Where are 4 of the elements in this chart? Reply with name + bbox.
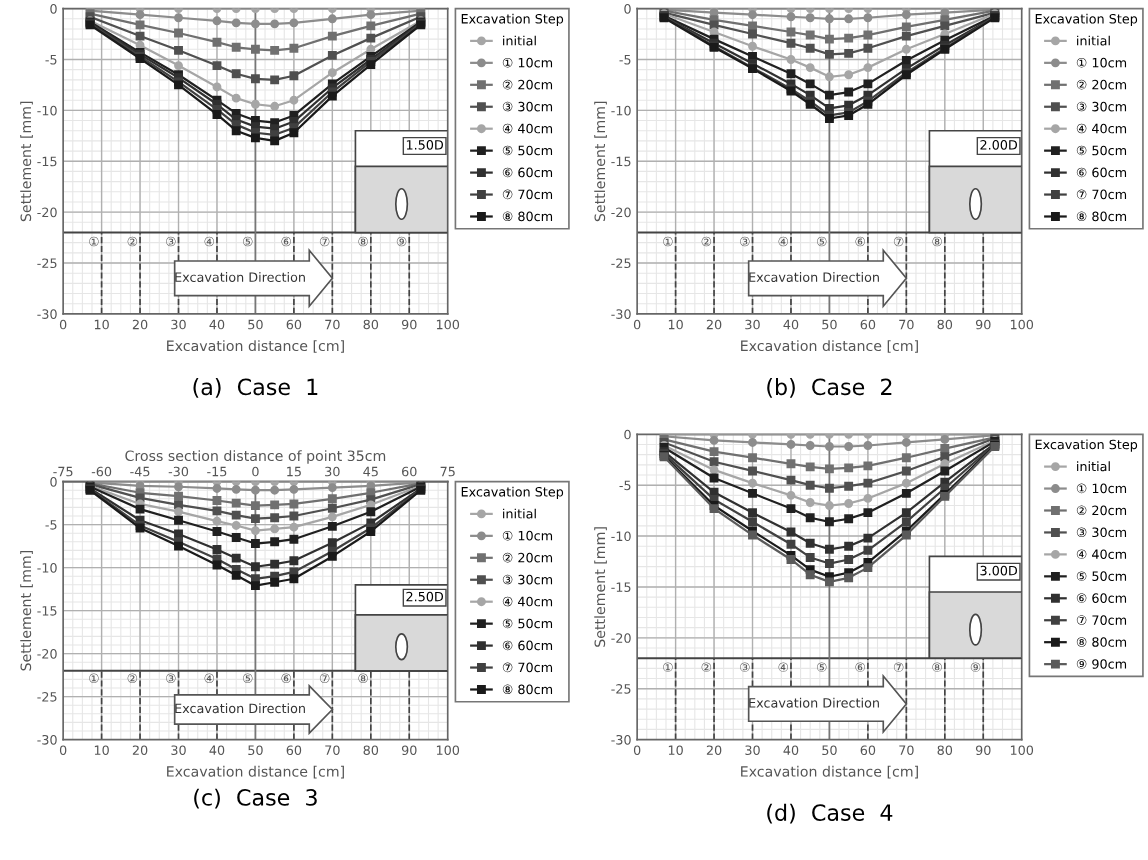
- text: (d) Case 4: [767, 803, 893, 824]
- text: (b) Case 2: [767, 378, 892, 398]
- text: (c) Case 3: [194, 788, 317, 809]
- text: (a) Case 1: [193, 378, 318, 398]
